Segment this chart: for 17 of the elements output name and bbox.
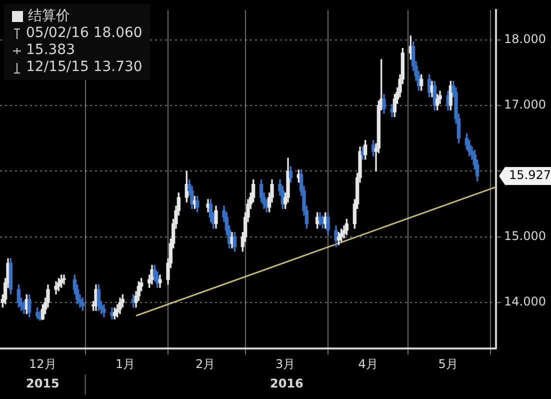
- x-tick-label: 4月: [358, 356, 378, 371]
- x-tick-label: 12月: [29, 356, 56, 371]
- annotation: 12/15/15 13.730: [26, 59, 142, 76]
- y-tick-label: 14.000: [504, 294, 546, 309]
- annotation: 05/02/16 18.060: [26, 25, 142, 42]
- y-tick-label: 18.000: [504, 32, 546, 46]
- text: 2016: [270, 376, 304, 391]
- x-tick-label: 1月: [116, 356, 136, 371]
- text: 2015: [26, 376, 60, 391]
- x-tick-label: 3月: [276, 356, 296, 371]
- legend-label: 结算价: [28, 8, 70, 25]
- y-tick-label: 15.000: [504, 229, 546, 244]
- annotation: 15.383: [26, 42, 75, 59]
- y-tick-label: 17.000: [504, 98, 546, 112]
- text: 15.927: [509, 168, 551, 182]
- x-tick-label: 5月: [438, 356, 458, 371]
- x-tick-label: 2月: [196, 356, 216, 371]
